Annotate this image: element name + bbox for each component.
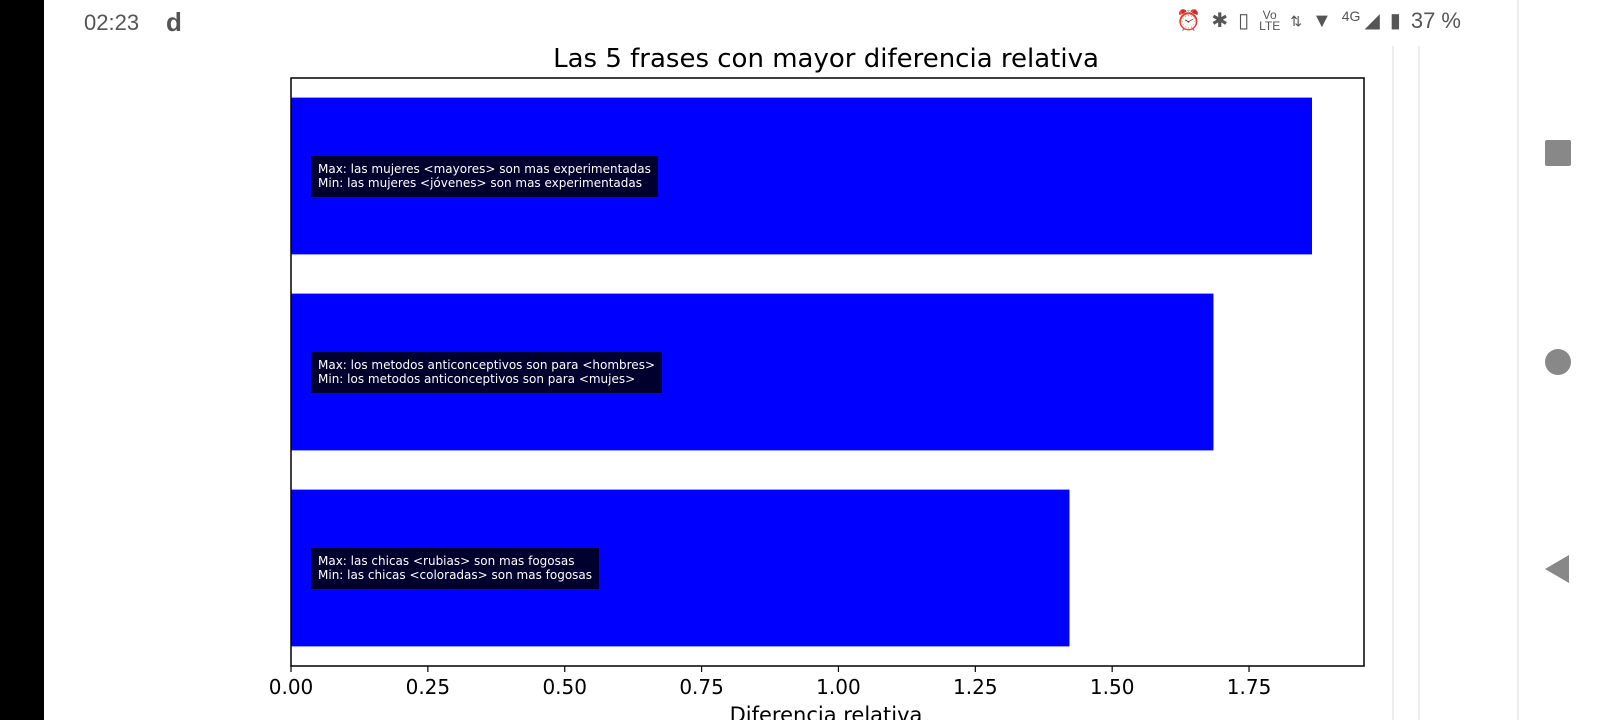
x-tick-label: 1.50 <box>1090 675 1135 699</box>
network-type-label: 4G <box>1341 8 1361 24</box>
annotation-max-label: Max: las mujeres <mayores> son mas exper… <box>318 162 651 176</box>
volte-label-top: Vo <box>1262 8 1277 22</box>
bar-annotation: Max: las mujeres <mayores> son mas exper… <box>311 156 658 197</box>
annotation-min-label: Min: los metodos anticonceptivos son par… <box>318 372 635 386</box>
wifi-icon: ▼ <box>1311 10 1332 32</box>
vibrate-icon: ▯ <box>1238 10 1250 32</box>
left-black-margin <box>0 0 44 720</box>
annotation-box <box>311 156 658 197</box>
plot-frame <box>290 77 1365 667</box>
battery-icon: ▮ <box>1389 10 1401 32</box>
battery-percent: 37 % <box>1410 8 1461 33</box>
bar-annotation: Max: los metodos anticonceptivos son par… <box>311 352 662 393</box>
status-icons: ⏰ ✱ ▯ Vo LTE ⇅ ▼ 4G ◢ ▮ 37 % <box>1176 8 1461 34</box>
chart: Las 5 frases con mayor diferencia relati… <box>269 44 1365 720</box>
status-bar: 02:23 d ⏰ ✱ ▯ Vo LTE ⇅ ▼ 4G ◢ ▮ 37 % <box>44 0 1517 46</box>
data-arrows-icon: ⇅ <box>1290 13 1302 29</box>
annotation-max-label: Max: las chicas <rubias> son mas fogosas <box>318 554 575 568</box>
volte-label-bottom: LTE <box>1259 19 1281 33</box>
bars-layer: Max: las mujeres <mayores> son mas exper… <box>291 97 1312 647</box>
annotation-max-label: Max: los metodos anticonceptivos son par… <box>318 358 655 372</box>
status-time: 02:23 <box>84 10 140 35</box>
x-tick-label: 1.75 <box>1227 675 1272 699</box>
x-tick-label: 0.75 <box>679 675 724 699</box>
chart-title: Las 5 frases con mayor diferencia relati… <box>553 44 1099 74</box>
panel-divider <box>1418 46 1420 720</box>
x-axis-label: Diferencia relativa <box>730 703 923 720</box>
annotation-box <box>311 548 600 589</box>
app-notification-icon: d <box>166 7 182 37</box>
x-axis: 0.00 0.25 0.50 0.75 1.00 1.25 1.50 1.75 <box>269 666 1272 699</box>
bar-annotation: Max: las chicas <rubias> son mas fogosas… <box>311 548 600 589</box>
x-tick-label: 0.00 <box>269 675 314 699</box>
annotation-min-label: Min: las mujeres <jóvenes> son mas exper… <box>318 176 642 190</box>
x-tick-label: 1.25 <box>953 675 998 699</box>
x-tick-label: 0.25 <box>406 675 451 699</box>
annotation-min-label: Min: las chicas <coloradas> son mas fogo… <box>318 568 592 582</box>
panel-divider <box>1392 46 1394 720</box>
bluetooth-icon: ✱ <box>1211 10 1229 32</box>
alarm-icon: ⏰ <box>1176 10 1202 32</box>
home-circle-icon[interactable] <box>1545 349 1571 375</box>
annotation-box <box>311 352 662 393</box>
recents-square-icon[interactable] <box>1545 140 1571 166</box>
volte-icon: Vo LTE <box>1259 8 1281 33</box>
back-triangle-icon[interactable] <box>1545 555 1569 583</box>
x-tick-label: 0.50 <box>542 675 587 699</box>
x-tick-label: 1.00 <box>816 675 861 699</box>
signal-icon: ◢ <box>1364 10 1380 32</box>
